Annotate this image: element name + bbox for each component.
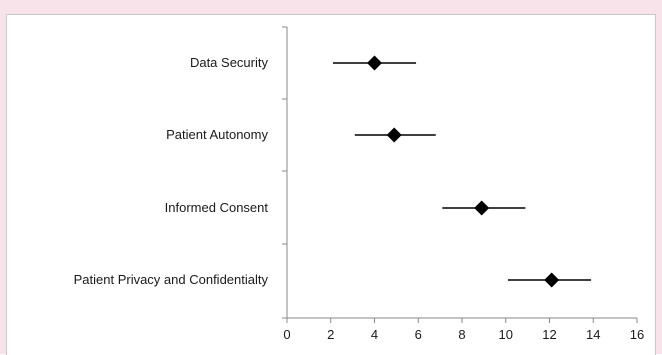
point-marker [386, 127, 402, 143]
x-tick-label: 8 [458, 327, 465, 342]
x-tick-label: 10 [499, 327, 513, 342]
point-marker [474, 200, 490, 216]
x-tick-label: 6 [415, 327, 422, 342]
category-label: Data Security [190, 55, 269, 70]
x-tick-label: 0 [283, 327, 290, 342]
x-tick-label: 14 [586, 327, 600, 342]
x-tick-label: 2 [327, 327, 334, 342]
point-marker [544, 272, 560, 288]
x-tick-labels: 0 2 4 6 8 10 12 14 16 [283, 327, 644, 342]
category-labels: Data Security Patient Autonomy Informed Co… [74, 55, 269, 287]
data-marks [332, 55, 592, 288]
axis-layer [282, 26, 638, 323]
x-tick-label: 12 [542, 327, 556, 342]
category-label: Informed Consent [165, 200, 269, 215]
point-marker [367, 55, 382, 71]
category-label: Patient Autonomy [166, 127, 268, 142]
category-label: Patient Privacy and Confidentialty [74, 272, 269, 287]
x-tick-label: 4 [371, 327, 378, 342]
plot-panel [6, 14, 656, 355]
x-tick-label: 16 [630, 327, 644, 342]
